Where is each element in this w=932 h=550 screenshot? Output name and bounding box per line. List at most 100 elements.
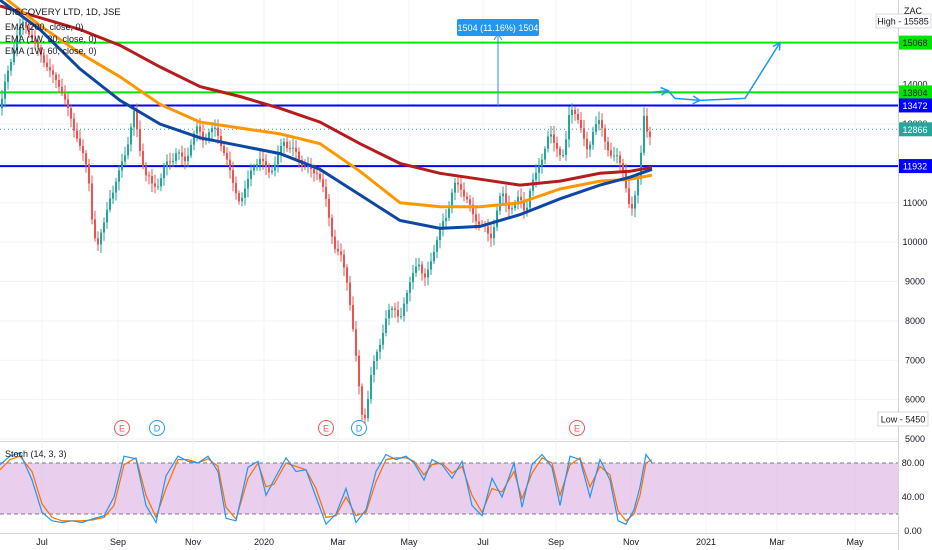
candle-body [244, 188, 246, 198]
candle-body [577, 113, 579, 120]
candle-body [136, 110, 138, 130]
candle-body [112, 192, 114, 199]
candle-body [295, 147, 297, 152]
candle-body [358, 355, 360, 387]
price-axis[interactable]: 1400013000120001100010000900080007000600… [875, 13, 932, 536]
time-tick-label: 2020 [254, 537, 274, 547]
candle-body [19, 26, 21, 36]
candle-body [586, 138, 588, 150]
candle-body [418, 264, 420, 267]
candle-body [271, 170, 273, 173]
price-tick-label: 11000 [903, 198, 927, 208]
candle-body [292, 147, 294, 149]
candle-body [508, 203, 510, 210]
candle-body [610, 150, 612, 156]
time-tick-label: Nov [623, 537, 640, 547]
projection-arrow-head [660, 86, 670, 96]
candle-body [526, 207, 528, 211]
candle-body [253, 167, 255, 171]
price-tick-label: 14000 [902, 80, 927, 90]
measure-tool[interactable]: 1504 (11.16%) 1504 [457, 19, 539, 107]
candle-body [367, 399, 369, 419]
candle-body [46, 62, 48, 68]
candle-body [97, 238, 99, 245]
candle-body [409, 282, 411, 293]
candle-body [7, 70, 9, 82]
candle-body [139, 129, 141, 151]
candle-body [175, 153, 177, 161]
candle-body [277, 153, 279, 165]
candle-body [379, 344, 381, 352]
green-level-label-box [899, 85, 932, 100]
candle-body [451, 192, 453, 209]
candle-body [76, 130, 78, 139]
candle-body [316, 173, 318, 175]
candle-body [172, 160, 174, 163]
candle-body [106, 209, 108, 223]
candle-body [373, 361, 375, 376]
candle-body [355, 329, 357, 356]
candle-body [559, 148, 561, 156]
candle-body [52, 70, 54, 75]
candle-body [364, 414, 366, 419]
time-axis[interactable]: Jul Sep Nov 2020 Mar May Jul Sep Nov 2021 Mar May [36, 537, 864, 547]
price-tick-label: 9000 [905, 277, 925, 287]
candle-body [259, 158, 261, 165]
candle-body [574, 109, 576, 114]
candle-body [460, 184, 462, 190]
candle-body [394, 308, 396, 310]
candle-body [325, 186, 327, 199]
candle-body [31, 34, 33, 39]
event-marker-earnings [569, 420, 585, 436]
time-tick-label: Sep [548, 537, 564, 547]
candle-body [427, 269, 429, 278]
candles [1, 16, 651, 425]
candle-body [445, 217, 447, 222]
candle-body [646, 115, 648, 132]
candle-body [391, 308, 393, 310]
candle-body [430, 261, 432, 270]
candle-body [217, 127, 219, 136]
indicator-ema200-label[interactable]: EMA (200, close, 0) [5, 22, 84, 32]
candle-body [229, 159, 231, 171]
candle-body [49, 67, 51, 71]
grid [0, 0, 898, 533]
candle-body [619, 155, 621, 164]
candle-body [592, 131, 594, 145]
candle-body [88, 164, 90, 184]
candle-body [634, 195, 636, 209]
candle-body [250, 170, 252, 179]
event-marker-letter: E [323, 424, 329, 434]
projection-arrow-head [772, 41, 781, 51]
candle-body [256, 164, 258, 168]
candle-body [82, 145, 84, 154]
candle-body [442, 221, 444, 228]
event-marker-earnings [318, 420, 334, 436]
candle-body [580, 119, 582, 129]
candle-body [385, 318, 387, 334]
time-tick-label: Jul [477, 537, 489, 547]
candle-body [163, 166, 165, 179]
indicator-ema30w-label[interactable]: EMA (1W, 30, close, 0) [5, 34, 97, 44]
candle-body [334, 236, 336, 249]
candle-body [565, 139, 567, 155]
stoch-title[interactable]: Stoch (14, 3, 3) [5, 449, 67, 459]
stoch-band [0, 463, 898, 514]
indicator-ema60w-label[interactable]: EMA (1W, 60, close, 0) [5, 46, 97, 56]
stoch-pane[interactable] [0, 452, 898, 526]
candle-body [247, 178, 249, 189]
candle-body [178, 152, 180, 154]
candle-body [439, 227, 441, 241]
candle-body [208, 132, 210, 140]
time-tick-label: 2021 [696, 537, 716, 547]
candle-body [514, 203, 516, 209]
time-tick-label: Mar [769, 537, 785, 547]
horizontal-levels [0, 41, 898, 168]
candle-body [328, 198, 330, 218]
candle-body [505, 193, 507, 204]
candle-body [523, 200, 525, 211]
candle-body [94, 219, 96, 239]
high-label-box [875, 13, 932, 29]
chart-legend: DISCOVERY LTD, 1D, JSE EMA (200, close, … [5, 7, 121, 56]
